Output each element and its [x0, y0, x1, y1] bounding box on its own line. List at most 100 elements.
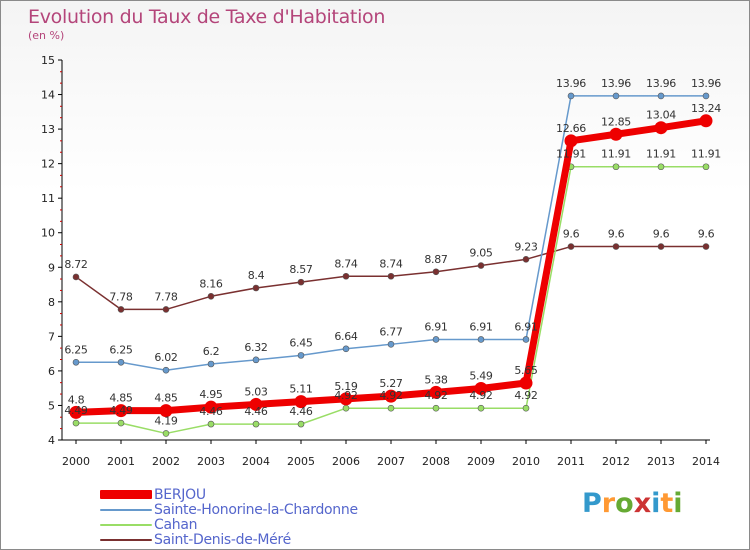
- series-point: [387, 341, 395, 348]
- data-label: 9.23: [514, 240, 538, 253]
- x-tick-label: 2009: [467, 455, 495, 468]
- data-label: 4.49: [109, 404, 133, 417]
- series-point: [477, 262, 485, 269]
- series-point: [432, 268, 440, 276]
- series-point: [567, 92, 575, 100]
- data-label: 6.77: [379, 325, 403, 338]
- data-label: 11.91: [646, 148, 676, 161]
- data-label: 4.19: [154, 414, 178, 427]
- data-label: 4.92: [469, 389, 492, 402]
- series-point: [72, 358, 80, 366]
- y-tick-label: 4: [48, 434, 55, 447]
- series-point: [297, 278, 305, 286]
- series-point: [207, 420, 215, 428]
- x-tick-label: 2000: [62, 455, 90, 468]
- data-label: 4.92: [379, 389, 402, 402]
- series-point: [117, 358, 125, 366]
- data-label: 9.6: [698, 228, 715, 241]
- series-point: [72, 273, 80, 281]
- data-label: 13.24: [691, 102, 721, 115]
- data-label: 4.85: [154, 392, 178, 405]
- series-point: [564, 134, 578, 148]
- series-point: [204, 400, 218, 414]
- x-tick-label: 2002: [152, 455, 180, 468]
- data-label: 5.03: [244, 385, 268, 398]
- data-label: 9.6: [608, 228, 625, 241]
- data-label: 9.05: [469, 247, 493, 260]
- data-label: 5.49: [469, 370, 493, 383]
- data-label: 8.57: [289, 263, 313, 276]
- legend-label: Sainte-Honorine-la-Chardonne: [154, 501, 358, 518]
- y-tick-label: 9: [48, 261, 55, 274]
- series-point: [522, 404, 530, 412]
- series-point: [384, 389, 398, 403]
- x-tick-label: 2010: [512, 455, 540, 468]
- data-label: 5.11: [289, 383, 312, 396]
- data-label: 7.78: [154, 290, 178, 303]
- data-label: 13.96: [691, 77, 721, 90]
- logo-letter: t: [660, 488, 674, 519]
- series-point: [612, 92, 620, 100]
- y-tick-label: 8: [48, 296, 55, 309]
- x-tick-label: 2001: [107, 455, 135, 468]
- data-label: 13.96: [646, 77, 676, 90]
- series-point: [432, 404, 440, 412]
- y-tick-label: 11: [41, 192, 55, 205]
- series-point: [702, 163, 710, 171]
- y-tick-label: 5: [48, 399, 55, 412]
- series-point: [252, 420, 260, 428]
- series-point: [252, 356, 260, 364]
- data-label: 4.92: [334, 389, 357, 402]
- data-label: 6.91: [424, 320, 447, 333]
- chart-data-labels: 4.8 4.85 4.85 4.95 5.03 5.11 5.19 5.27 5.38 5.49 5…: [64, 77, 721, 428]
- data-label: 6.2: [203, 345, 220, 358]
- x-tick-label: 2004: [242, 455, 270, 468]
- series-point: [387, 404, 395, 412]
- series-point: [609, 127, 623, 141]
- x-tick-label: 2005: [287, 455, 315, 468]
- series-point: [519, 376, 533, 390]
- series-point: [162, 366, 170, 374]
- data-label: 8.74: [379, 257, 403, 270]
- chart-legend: BERJOU Sainte-Honorine-la-Chardonne Cahan S…: [100, 487, 358, 548]
- data-label: 9.6: [563, 228, 580, 241]
- proxiti-logo: Proxiti: [582, 488, 683, 519]
- chart-series: [69, 92, 713, 437]
- series-point: [252, 284, 260, 292]
- logo-letter: o: [615, 488, 634, 519]
- data-label: 4.92: [514, 389, 537, 402]
- data-label: 4.46: [199, 405, 223, 418]
- data-label: 8.4: [248, 269, 265, 282]
- y-tick-label: 6: [48, 365, 55, 378]
- data-label: 6.02: [154, 351, 177, 364]
- data-label: 8.72: [64, 258, 87, 271]
- legend-item: Sainte-Honorine-la-Chardonne: [100, 501, 358, 518]
- series-point: [612, 163, 620, 171]
- data-label: 8.74: [334, 257, 358, 270]
- chart-unit-label: (en %): [28, 29, 65, 42]
- data-label: 5.27: [379, 377, 403, 390]
- data-label: 4.46: [244, 405, 268, 418]
- series-point: [162, 430, 170, 437]
- data-label: 4.85: [109, 392, 133, 405]
- series-point: [702, 92, 710, 100]
- logo-letter: P: [582, 488, 602, 519]
- data-label: 5.38: [424, 373, 448, 386]
- series-point: [612, 243, 620, 250]
- data-label: 12.66: [556, 122, 586, 135]
- legend-label: Saint-Denis-de-Méré: [154, 531, 291, 548]
- data-label: 8.16: [199, 277, 223, 290]
- data-label: 13.96: [556, 77, 586, 90]
- data-label: 7.78: [109, 290, 133, 303]
- series-point: [297, 420, 305, 428]
- series-point: [522, 256, 530, 263]
- logo-letter: i: [673, 488, 683, 519]
- y-tick-label: 15: [41, 54, 55, 67]
- series-point: [702, 243, 710, 250]
- data-label: 6.45: [289, 336, 313, 349]
- series-point: [117, 419, 125, 427]
- data-label: 5.19: [334, 380, 358, 393]
- series-point: [162, 306, 170, 313]
- series-point: [699, 114, 713, 128]
- series-point: [474, 382, 488, 396]
